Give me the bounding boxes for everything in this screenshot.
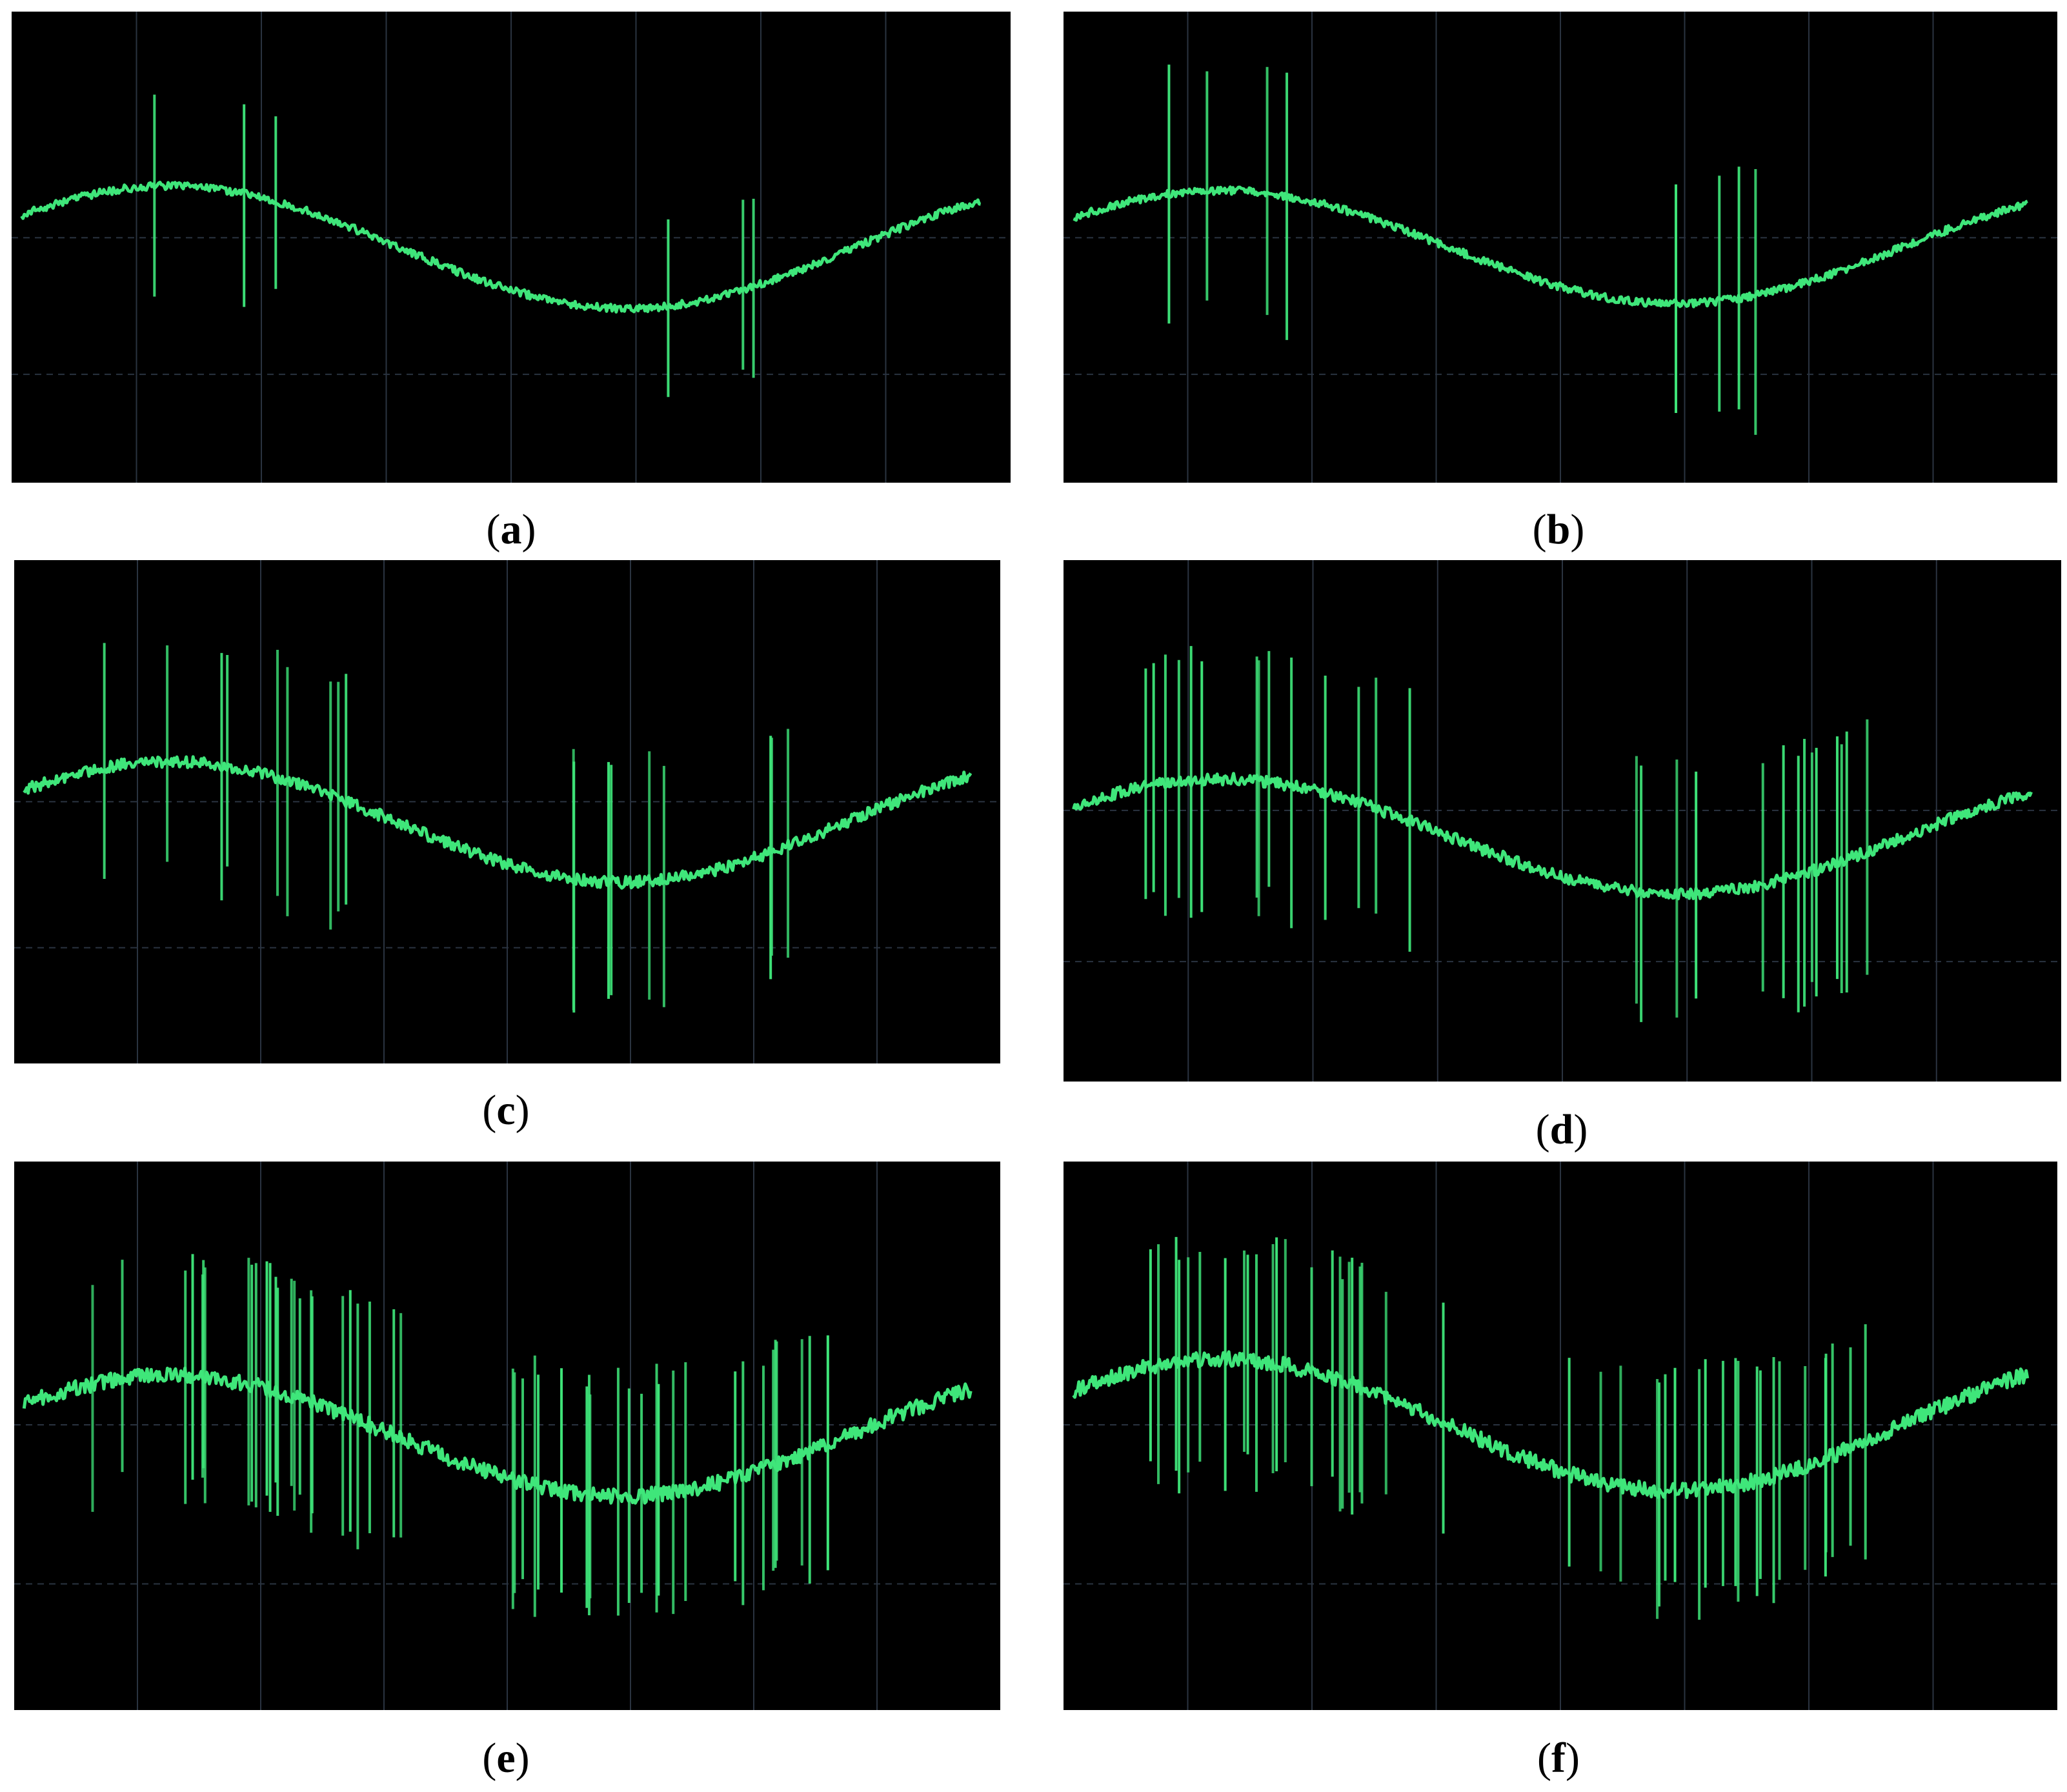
oscilloscope-panel-b <box>1064 12 2057 483</box>
oscilloscope-panel-f <box>1064 1162 2057 1710</box>
sine-trace <box>20 181 982 314</box>
waveform-c <box>14 560 1000 1063</box>
caption-b: (b) <box>1532 506 1585 553</box>
caption-a: (a) <box>486 506 536 553</box>
waveform-f <box>1064 1162 2057 1710</box>
caption-d: (d) <box>1535 1106 1588 1153</box>
oscilloscope-panel-c <box>14 560 1000 1063</box>
waveform-a <box>12 12 1011 483</box>
sine-trace <box>22 1366 973 1505</box>
oscilloscope-panel-e <box>14 1162 1000 1710</box>
sine-trace <box>1072 772 2033 901</box>
waveform-d <box>1064 560 2061 1082</box>
caption-e: (e) <box>482 1735 530 1782</box>
sine-trace <box>1073 185 2028 308</box>
caption-f: (f) <box>1537 1735 1580 1782</box>
oscilloscope-panel-a <box>12 12 1011 483</box>
caption-c: (c) <box>482 1087 530 1134</box>
sine-trace <box>23 755 973 890</box>
waveform-b <box>1064 12 2057 483</box>
sine-trace <box>1072 1350 2030 1500</box>
oscilloscope-panel-d <box>1064 560 2061 1082</box>
waveform-e <box>14 1162 1000 1710</box>
